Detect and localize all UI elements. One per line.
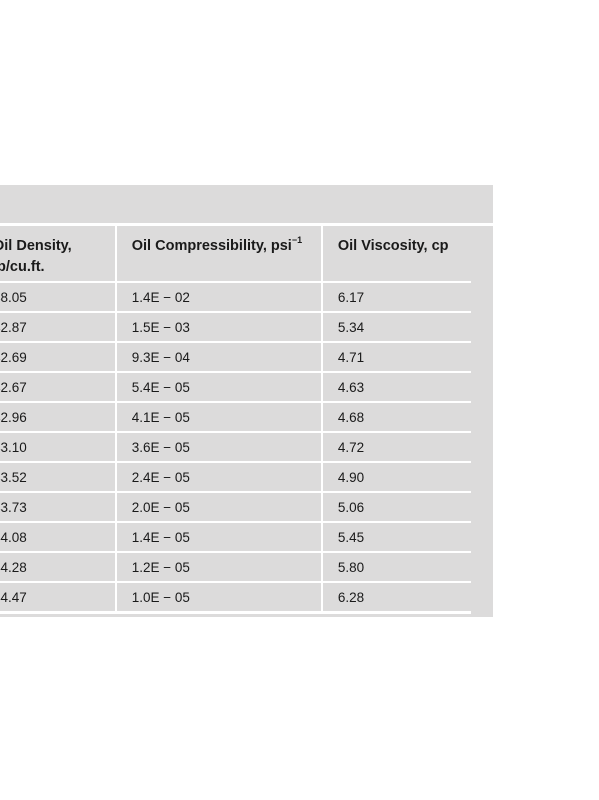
header-oil-compressibility-label: Oil Compressibility, psi	[131, 238, 292, 254]
cell-oil-compressibility: 3.6E − 05	[115, 432, 323, 463]
cell-oil-viscosity: 5.45	[321, 522, 471, 553]
cell-oil-density: 44.47	[0, 582, 117, 614]
cell-oil-compressibility: 1.4E − 05	[115, 522, 323, 553]
cell-oil-compressibility: 1.2E − 05	[115, 552, 323, 583]
table-row: 44.08 1.4E − 05 5.45	[0, 522, 471, 553]
oil-properties-table-panel: Oil Density, lb/cu.ft. Oil Compressibili…	[0, 185, 493, 617]
cell-oil-compressibility: 9.3E − 04	[115, 342, 323, 373]
cell-oil-viscosity: 4.90	[321, 462, 471, 493]
cell-oil-compressibility: 1.4E − 02	[115, 282, 323, 313]
cell-oil-density: 42.96	[0, 402, 117, 433]
cell-oil-density: 44.08	[0, 522, 117, 553]
table-row: 43.52 2.4E − 05 4.90	[0, 462, 471, 493]
cell-oil-viscosity: 6.28	[321, 582, 471, 614]
cell-oil-density: 44.28	[0, 552, 117, 583]
cell-oil-density: 42.69	[0, 342, 117, 373]
header-oil-compressibility-exponent: −1	[291, 235, 303, 246]
cell-oil-compressibility: 2.4E − 05	[115, 462, 323, 493]
table-row: 48.05 1.4E − 02 6.17	[0, 282, 471, 313]
header-oil-density: Oil Density, lb/cu.ft.	[0, 226, 117, 283]
cell-oil-viscosity: 4.63	[321, 372, 471, 403]
oil-properties-table: Oil Density, lb/cu.ft. Oil Compressibili…	[0, 226, 471, 614]
cell-oil-viscosity: 5.34	[321, 312, 471, 343]
table-row: 44.28 1.2E − 05 5.80	[0, 552, 471, 583]
cell-oil-density: 43.10	[0, 432, 117, 463]
table-row: 44.47 1.0E − 05 6.28	[0, 582, 471, 614]
cell-oil-compressibility: 5.4E − 05	[115, 372, 323, 403]
cell-oil-compressibility: 1.0E − 05	[115, 582, 323, 614]
table-row: 42.87 1.5E − 03 5.34	[0, 312, 471, 343]
cell-oil-viscosity: 5.06	[321, 492, 471, 523]
cell-oil-viscosity: 5.80	[321, 552, 471, 583]
table-row: 42.96 4.1E − 05 4.68	[0, 402, 471, 433]
table-caption-band	[0, 185, 493, 226]
header-oil-compressibility: Oil Compressibility, psi−1	[115, 226, 323, 283]
cell-oil-density: 48.05	[0, 282, 117, 313]
table-row: 43.73 2.0E − 05 5.06	[0, 492, 471, 523]
cell-oil-viscosity: 4.68	[321, 402, 471, 433]
cell-oil-density: 42.87	[0, 312, 117, 343]
cell-oil-viscosity: 4.71	[321, 342, 471, 373]
cell-oil-density: 43.73	[0, 492, 117, 523]
table-row: 43.10 3.6E − 05 4.72	[0, 432, 471, 463]
cell-oil-compressibility: 1.5E − 03	[115, 312, 323, 343]
header-oil-viscosity-label: Oil Viscosity, cp	[337, 238, 449, 254]
header-oil-density-line1: Oil Density,	[0, 238, 72, 254]
cell-oil-viscosity: 4.72	[321, 432, 471, 463]
header-row: Oil Density, lb/cu.ft. Oil Compressibili…	[0, 226, 471, 283]
cell-oil-compressibility: 2.0E − 05	[115, 492, 323, 523]
cell-oil-viscosity: 6.17	[321, 282, 471, 313]
header-oil-density-line2: lb/cu.ft.	[0, 259, 45, 275]
cell-oil-density: 43.52	[0, 462, 117, 493]
cell-oil-density: 42.67	[0, 372, 117, 403]
cell-oil-compressibility: 4.1E − 05	[115, 402, 323, 433]
table-row: 42.67 5.4E − 05 4.63	[0, 372, 471, 403]
header-oil-viscosity: Oil Viscosity, cp	[321, 226, 471, 283]
table-row: 42.69 9.3E − 04 4.71	[0, 342, 471, 373]
